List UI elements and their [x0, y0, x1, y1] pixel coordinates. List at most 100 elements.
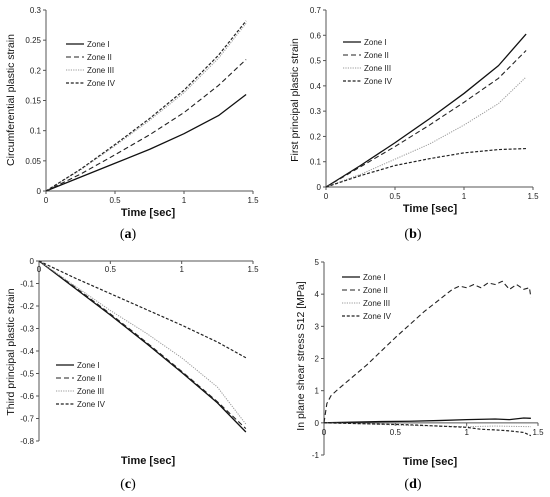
panel-d: -1 0 1 2 3 4 5 0 0.5 1 1.5 Time [sec] In plane shear…	[295, 258, 544, 492]
legend-label: Zone II	[87, 53, 112, 62]
y-axis-label: Third principal plastic strain	[5, 288, 17, 415]
y-axis-label: In plane shear stress S12 [MPa]	[295, 281, 307, 430]
series-line-zone-iii	[45, 22, 247, 192]
x-tick-label: 0	[322, 428, 327, 437]
series-line-zone-iii	[38, 260, 247, 425]
legend-label: Zone III	[364, 64, 391, 73]
x-tick-label: 1.5	[532, 428, 544, 437]
y-tick-label: -0.3	[20, 325, 34, 334]
panel-letter: b	[409, 227, 417, 242]
x-tick-label: 0	[37, 265, 42, 274]
legend-label: Zone III	[87, 66, 114, 75]
x-axis-label: Time [sec]	[403, 203, 458, 215]
y-tick-label: 0.15	[25, 97, 41, 106]
x-tick-label: 0.5	[109, 196, 121, 205]
panel-paren-open: (	[120, 477, 125, 492]
series-line-zone-ii	[323, 280, 532, 423]
x-axis-label: Time [sec]	[403, 456, 458, 468]
x-tick-label: 1	[182, 196, 187, 205]
legend-label: Zone IV	[364, 77, 393, 86]
x-tick-label: 0	[324, 192, 329, 201]
series-line-zone-ii	[325, 50, 527, 188]
panel-label: (b)	[404, 227, 421, 242]
y-tick-label: 0.25	[25, 36, 41, 45]
panel-c: 0-0.1-0.2-0.3-0.4-0.5-0.6-0.7-0.80 0.5 1 1.…	[5, 257, 259, 492]
y-tick-label: -0.5	[20, 370, 34, 379]
series-line-zone-ii	[45, 59, 247, 192]
legend-label: Zone I	[363, 273, 386, 282]
legend-label: Zone II	[363, 286, 388, 295]
y-tick-label: -0.7	[20, 415, 34, 424]
x-tick-label: 1	[179, 265, 184, 274]
x-tick-label: 0	[44, 196, 49, 205]
legend-label: Zone III	[363, 299, 390, 308]
panel-paren-close: )	[417, 227, 422, 242]
series-line-zone-iv	[45, 20, 247, 192]
y-tick-label: 0.2	[30, 66, 42, 75]
panel-paren-open: (	[404, 227, 409, 242]
legend-label: Zone I	[87, 40, 110, 49]
legend: Zone I Zone II Zone III Zone IV	[342, 273, 392, 321]
y-tick-label: 0	[315, 419, 320, 428]
legend-label: Zone I	[364, 38, 387, 47]
y-tick-label: 0	[30, 257, 35, 266]
y-tick-label: 0.4	[310, 82, 322, 91]
y-tick-label: -0.1	[20, 280, 34, 289]
series-line-zone-i	[38, 260, 247, 433]
panel-letter: a	[125, 227, 132, 242]
legend-label: Zone I	[77, 361, 100, 370]
legend-label: Zone II	[364, 51, 389, 60]
y-tick-label: 0.3	[30, 6, 42, 15]
x-axis-label: Time [sec]	[121, 455, 176, 467]
y-tick-label: 0.5	[310, 57, 322, 66]
series-line-zone-iv	[325, 147, 527, 188]
y-tick-label: 0.7	[310, 6, 322, 15]
panel-letter: c	[125, 477, 131, 492]
y-tick-label: 0	[317, 183, 322, 192]
series-line-zone-iii	[323, 422, 531, 428]
legend-label: Zone III	[77, 387, 104, 396]
panel-label: (a)	[120, 227, 137, 242]
panel-b: 0 0.1 0.2 0.3 0.4 0.5 0.6 0.7 0 0.5 1 1.5 Time [sec]…	[289, 6, 539, 242]
y-tick-label: 1	[315, 387, 320, 396]
panel-label: (d)	[404, 477, 421, 492]
legend: Zone I Zone II Zone III Zone IV	[343, 38, 393, 86]
legend: Zone I Zone II Zone III Zone IV	[56, 361, 106, 409]
x-tick-label: 0.5	[390, 428, 402, 437]
series-line-zone-iv	[38, 260, 247, 359]
legend-label: Zone IV	[87, 79, 116, 88]
x-tick-label: 0.5	[389, 192, 401, 201]
y-tick-label: 0.1	[310, 158, 322, 167]
panel-paren-close: )	[417, 477, 422, 492]
series-line-zone-ii	[38, 260, 247, 430]
x-tick-label: 1.5	[247, 265, 259, 274]
legend-label: Zone IV	[77, 400, 106, 409]
x-axis-label: Time [sec]	[121, 207, 176, 219]
panel-paren-close: )	[132, 227, 137, 242]
panel-paren-open: (	[404, 477, 409, 492]
series-line-zone-iv	[323, 422, 532, 437]
y-tick-label: 0.6	[310, 31, 322, 40]
panel-a: 0 0.05 0.1 0.15 0.2 0.25 0.3 0 0.5 1 1.5 Time [sec]…	[5, 6, 259, 242]
y-tick-label: 4	[315, 290, 320, 299]
panel-label: (c)	[120, 477, 136, 492]
x-tick-label: 0.5	[105, 265, 117, 274]
y-tick-label: 0.05	[25, 157, 41, 166]
legend-label: Zone II	[77, 374, 102, 383]
y-tick-label: -0.8	[20, 437, 34, 446]
y-axis-label: First principal plastic strain	[289, 38, 301, 162]
legend: Zone I Zone II Zone III Zone IV	[66, 40, 116, 88]
panel-paren-open: (	[120, 227, 125, 242]
series-line-zone-i	[323, 417, 531, 424]
y-tick-label: 0.2	[310, 132, 322, 141]
y-tick-label: 0	[37, 187, 42, 196]
x-tick-label: 1.5	[527, 192, 539, 201]
series-line-zone-i	[325, 33, 527, 188]
x-tick-label: 1	[462, 192, 467, 201]
x-tick-label: 1	[464, 428, 469, 437]
y-tick-label: 3	[315, 322, 320, 331]
series-line-zone-iii	[325, 76, 527, 188]
legend-label: Zone IV	[363, 312, 392, 321]
y-tick-label: 2	[315, 355, 320, 364]
